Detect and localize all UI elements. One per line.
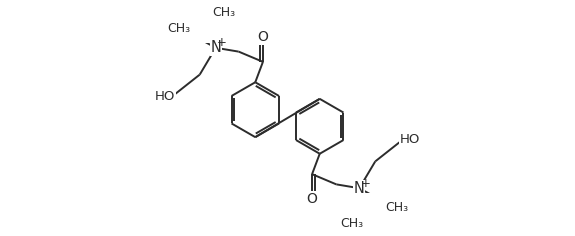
Text: N: N xyxy=(354,181,365,196)
Text: CH₃: CH₃ xyxy=(212,6,235,19)
Text: N: N xyxy=(210,40,221,55)
Text: HO: HO xyxy=(400,133,420,146)
Text: O: O xyxy=(306,192,317,206)
Text: CH₃: CH₃ xyxy=(167,22,190,35)
Text: O: O xyxy=(258,30,269,44)
Text: CH₃: CH₃ xyxy=(340,217,363,230)
Text: HO: HO xyxy=(155,90,175,103)
Text: CH₃: CH₃ xyxy=(385,201,408,214)
Text: +: + xyxy=(217,36,227,49)
Text: +: + xyxy=(361,177,371,190)
